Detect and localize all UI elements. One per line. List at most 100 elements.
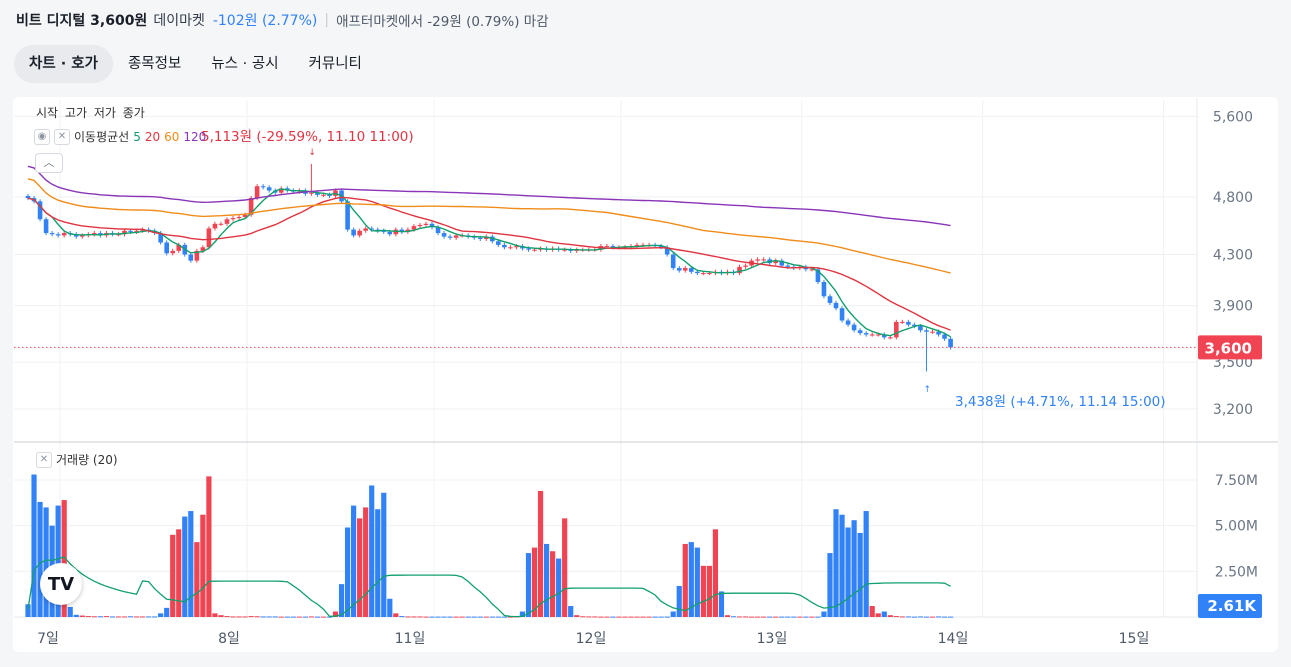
volume-bar: [803, 616, 809, 618]
volume-bar: [79, 615, 85, 617]
volume-bar: [580, 616, 586, 618]
time-axis-label: 7일: [37, 631, 59, 647]
candle-body: [206, 228, 212, 248]
candle-body: [707, 273, 712, 275]
volume-bar: [905, 616, 911, 618]
volume-bar: [881, 611, 887, 617]
volume-bar: [146, 616, 152, 618]
candle-body: [43, 219, 49, 234]
volume-bar: [260, 616, 266, 618]
volume-bar: [525, 553, 532, 617]
volume-bar: [182, 516, 188, 617]
candle-body: [321, 194, 326, 196]
candle-body: [230, 218, 236, 220]
volume-bar: [827, 553, 833, 617]
volume-bar: [646, 616, 652, 618]
chevron-up-icon[interactable]: ︿: [35, 153, 63, 173]
volume-bar: [43, 507, 49, 617]
volume-bar: [308, 616, 315, 618]
candle-body: [278, 188, 284, 193]
volume-ma-line: [27, 556, 951, 618]
volume-bar: [652, 616, 658, 618]
volume-bar: [278, 616, 284, 618]
candle-body: [49, 233, 55, 235]
volume-bar: [429, 616, 435, 618]
volume-bar: [441, 616, 447, 618]
candle-body: [73, 234, 79, 237]
candle-body: [369, 228, 375, 230]
eye-hidden-icon[interactable]: ◉: [34, 128, 50, 145]
volume-bar: [164, 607, 170, 617]
candle-body: [423, 223, 429, 225]
volume-bar: [724, 615, 731, 617]
volume-bar: [206, 476, 212, 617]
volume-bar: [254, 616, 260, 618]
candle-body: [218, 223, 224, 225]
close-icon[interactable]: ✕: [36, 451, 52, 468]
tab-community[interactable]: 커뮤니티: [308, 56, 362, 72]
candle-body: [634, 244, 640, 247]
candle-body: [514, 246, 519, 248]
volume-bar: [483, 616, 489, 618]
volume-bar: [730, 616, 737, 618]
volume-bar: [676, 585, 682, 617]
candle-body: [254, 186, 260, 199]
volume-bar: [821, 611, 827, 617]
volume-bar: [706, 565, 712, 617]
volume-bar: [266, 616, 272, 618]
candle-body: [875, 334, 881, 336]
candle-body: [689, 268, 694, 272]
volume-bar: [158, 613, 164, 617]
volume-bar: [809, 616, 815, 618]
price-axis-label: 4,800: [1213, 190, 1253, 206]
stock-name-price: 비트 디지털 3,600원: [16, 13, 148, 29]
close-icon[interactable]: ✕: [54, 128, 70, 145]
volume-bar: [664, 616, 670, 618]
candle-body: [562, 249, 567, 251]
candle-body: [918, 326, 923, 331]
volume-bar: [917, 616, 924, 618]
candle-body: [833, 302, 839, 309]
tab-stock-info[interactable]: 종목정보: [127, 56, 182, 72]
candle-body: [248, 198, 254, 215]
volume-bar: [447, 616, 453, 618]
volume-bar: [592, 616, 598, 618]
tab-news-disclosure[interactable]: 뉴스 · 공시: [211, 56, 279, 72]
volume-bar: [381, 492, 387, 617]
volume-bar: [550, 551, 556, 617]
volume-bar: [815, 616, 821, 618]
high-marker: ↓: [308, 148, 316, 158]
volume-bar: [489, 616, 495, 618]
candle-body: [188, 254, 194, 261]
time-axis-label: 11일: [395, 631, 426, 647]
candle-body: [363, 228, 368, 231]
volume-bar: [694, 547, 700, 617]
candle-body: [327, 194, 332, 196]
volume-bar: [97, 616, 103, 618]
candle-body: [315, 192, 320, 195]
volume-bar: [133, 616, 140, 618]
candle-body: [200, 247, 206, 251]
volume-bar: [477, 616, 483, 618]
price-axis-label: 3,200: [1213, 402, 1253, 418]
candle-body: [224, 219, 230, 224]
volume-bar: [519, 611, 526, 617]
volume-bar: [200, 514, 206, 617]
candle-body: [134, 230, 139, 232]
volume-bar: [839, 514, 845, 617]
candle-body: [37, 201, 43, 220]
tradingview-logo-icon[interactable]: TV: [40, 563, 82, 605]
candle-body: [393, 229, 399, 235]
volume-bar: [531, 547, 538, 617]
volume-bar: [574, 615, 580, 617]
volume-bar: [338, 584, 345, 617]
candle-body: [851, 324, 857, 331]
volume-axis-label: 2.50M: [1215, 564, 1258, 580]
tab-chart-orderbook[interactable]: 차트 · 호가: [14, 45, 113, 83]
ma120-line: [27, 165, 951, 227]
volume-bar: [670, 611, 676, 617]
volume-bar: [369, 485, 375, 617]
candle-body: [266, 187, 272, 191]
chart-panel: [13, 97, 1278, 652]
